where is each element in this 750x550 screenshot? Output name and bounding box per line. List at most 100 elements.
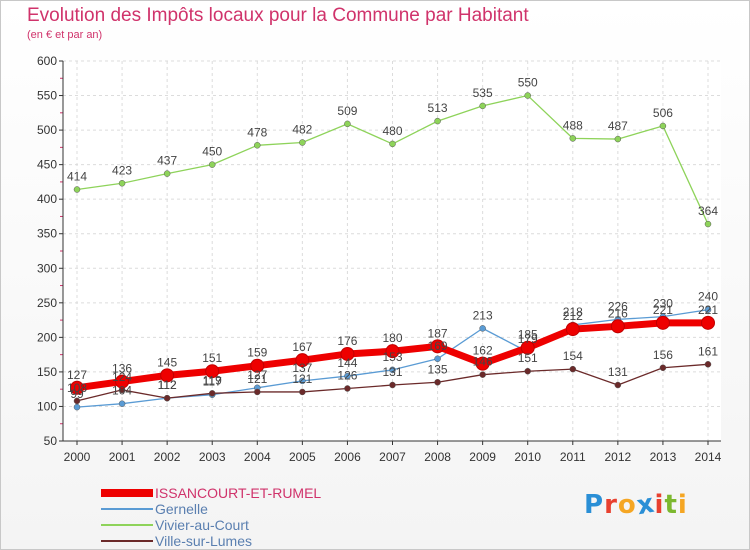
data-label-ville-sur-lumes: 151 [518, 351, 538, 365]
data-point-issancourt-et-rumel [701, 315, 715, 330]
data-point-ville-sur-lumes [254, 388, 261, 396]
data-label-ville-sur-lumes: 121 [292, 372, 312, 386]
data-point-ville-sur-lumes [524, 367, 531, 375]
data-label-ville-sur-lumes: 135 [428, 362, 448, 376]
x-tick-label: 2002 [154, 450, 181, 464]
data-point-vivier-au-court [524, 92, 531, 99]
legend-swatch [101, 524, 153, 526]
data-label-issancourt-et-rumel: 185 [518, 328, 538, 342]
data-label-vivier-au-court: 437 [157, 154, 177, 168]
data-point-ville-sur-lumes [614, 381, 622, 389]
x-tick-label: 2001 [109, 450, 136, 464]
data-point-gernelle [479, 325, 486, 332]
y-tick-label: 250 [37, 296, 57, 310]
data-label-ville-sur-lumes: 126 [337, 368, 357, 382]
y-tick-label: 450 [37, 158, 57, 172]
data-label-ville-sur-lumes: 112 [158, 378, 177, 392]
data-label-issancourt-et-rumel: 187 [428, 326, 448, 340]
data-point-ville-sur-lumes [208, 390, 216, 397]
data-label-ville-sur-lumes: 131 [382, 365, 402, 379]
data-label-gernelle: 99 [70, 387, 84, 401]
data-label-ville-sur-lumes: 156 [653, 348, 673, 362]
data-point-vivier-au-court [389, 140, 396, 148]
data-labels: 99 104 112 117 127 137 144 153 169 213 179 218 226 23… [67, 76, 718, 402]
data-label-issancourt-et-rumel: 216 [608, 306, 628, 320]
x-tick-label: 2005 [289, 450, 316, 464]
data-point-ville-sur-lumes [704, 361, 712, 368]
data-point-issancourt-et-rumel [655, 315, 670, 330]
data-point-gernelle [73, 403, 81, 411]
data-label-gernelle: 230 [653, 297, 673, 311]
data-point-gernelle [389, 366, 396, 374]
data-label-vivier-au-court: 487 [608, 119, 628, 133]
logo-letter: P [584, 490, 605, 520]
data-point-ville-sur-lumes [73, 397, 81, 405]
data-label-gernelle: 179 [518, 332, 538, 346]
data-point-issancourt-et-rumel [115, 374, 130, 389]
data-label-vivier-au-court: 509 [337, 104, 357, 118]
data-label-issancourt-et-rumel: 151 [202, 351, 222, 365]
y-tick-label: 600 [37, 54, 57, 68]
data-point-vivier-au-court [208, 161, 216, 168]
data-point-gernelle [344, 372, 351, 380]
data-point-vivier-au-court [254, 142, 261, 149]
data-point-issancourt-et-rumel [610, 319, 625, 334]
data-point-issancourt-et-rumel [340, 346, 355, 361]
data-point-vivier-au-court [299, 139, 306, 146]
logo-letter: i [654, 490, 665, 520]
data-label-vivier-au-court: 535 [473, 86, 493, 100]
data-point-ville-sur-lumes [569, 365, 577, 373]
data-point-vivier-au-court [614, 135, 622, 143]
data-point-vivier-au-court [704, 220, 712, 228]
data-label-ville-sur-lumes: 108 [67, 381, 87, 395]
x-tick-label: 2007 [379, 450, 406, 464]
data-point-ville-sur-lumes [659, 364, 667, 372]
data-point-ville-sur-lumes [479, 371, 486, 378]
data-label-issancourt-et-rumel: 221 [698, 303, 718, 317]
data-label-issancourt-et-rumel: 162 [473, 344, 493, 358]
data-label-ville-sur-lumes: 146 [473, 355, 493, 369]
y-tick-label: 50 [44, 434, 58, 448]
data-point-vivier-au-court [479, 102, 486, 110]
data-point-issancourt-et-rumel [430, 339, 445, 354]
x-tick-label: 2009 [469, 450, 496, 464]
data-point-issancourt-et-rumel [475, 356, 490, 371]
data-label-vivier-au-court: 488 [563, 118, 583, 132]
data-point-gernelle [434, 355, 441, 363]
data-label-gernelle: 169 [428, 339, 448, 353]
data-label-gernelle: 240 [698, 290, 718, 304]
legend-label: Vivier-au-Court [155, 517, 249, 533]
legend-label: Ville-sur-Lumes [155, 533, 252, 549]
data-label-vivier-au-court: 506 [653, 106, 673, 120]
data-point-issancourt-et-rumel [160, 368, 175, 383]
data-label-gernelle: 213 [473, 308, 493, 322]
data-point-gernelle [299, 377, 306, 385]
data-label-ville-sur-lumes: 121 [247, 372, 267, 386]
data-point-vivier-au-court [163, 170, 171, 177]
y-tick-label: 150 [37, 365, 57, 379]
data-label-gernelle: 226 [608, 299, 628, 313]
data-label-issancourt-et-rumel: 176 [337, 334, 357, 348]
y-tick-label: 200 [37, 330, 57, 344]
y-tick-label: 400 [37, 192, 57, 206]
data-label-gernelle: 104 [112, 384, 132, 398]
legend-label: Gernelle [155, 501, 208, 517]
x-tick-label: 2013 [650, 450, 677, 464]
data-point-issancourt-et-rumel [385, 344, 400, 359]
data-point-gernelle [704, 306, 712, 313]
data-label-issancourt-et-rumel: 167 [292, 340, 312, 354]
data-point-vivier-au-court [659, 122, 667, 130]
data-label-issancourt-et-rumel: 180 [382, 331, 402, 345]
data-point-gernelle [118, 400, 126, 407]
data-label-vivier-au-court: 550 [518, 76, 538, 90]
legend-swatch [101, 508, 153, 510]
legend-label: ISSANCOURT-ET-RUMEL [155, 485, 322, 501]
x-tick-label: 2006 [334, 450, 361, 464]
data-point-issancourt-et-rumel [565, 322, 580, 337]
data-label-issancourt-et-rumel: 136 [112, 362, 132, 376]
x-tick-label: 2012 [605, 450, 632, 464]
data-point-issancourt-et-rumel [250, 358, 265, 373]
data-label-issancourt-et-rumel: 145 [157, 355, 177, 369]
